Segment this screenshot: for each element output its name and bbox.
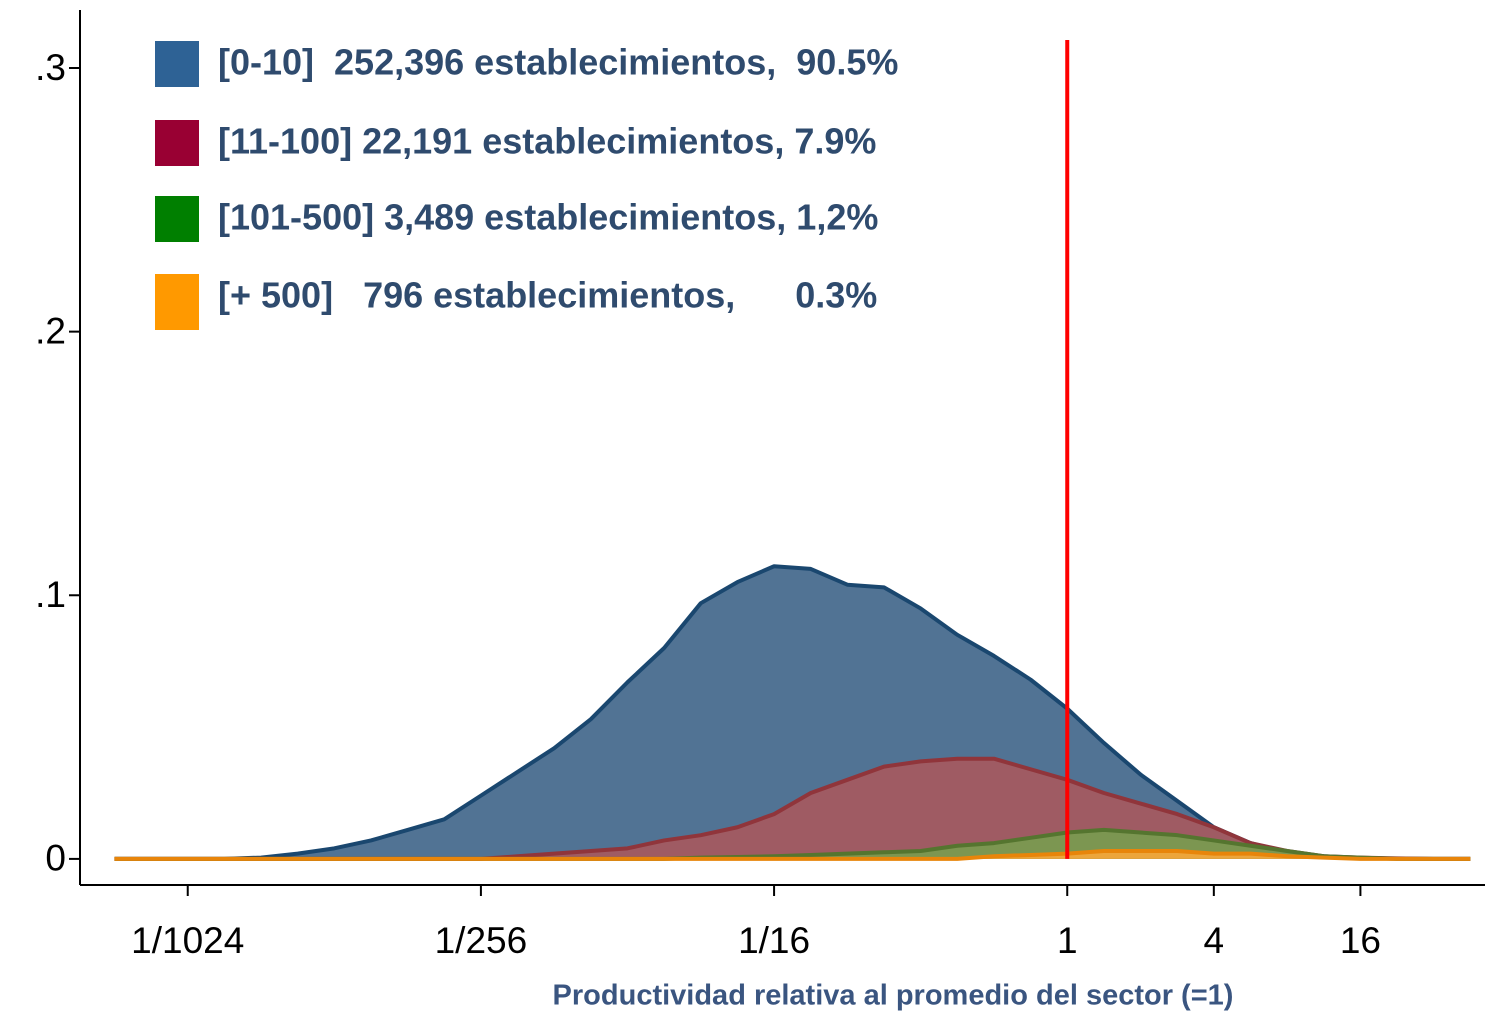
legend-swatch xyxy=(155,120,199,166)
legend-swatch xyxy=(155,41,199,87)
y-tick-label: .1 xyxy=(35,574,66,615)
x-tick-label: 1/1024 xyxy=(131,920,244,961)
x-tick-label: 1/256 xyxy=(435,920,528,961)
legend-label: [11-100] 22,191 establecimientos, 7.9% xyxy=(218,121,876,162)
x-axis-label: Productividad relativa al promedio del s… xyxy=(553,980,1234,1012)
area-outline xyxy=(114,848,1471,861)
legend-label: [101-500] 3,489 establecimientos, 1,2% xyxy=(218,197,878,238)
x-tick-label: 16 xyxy=(1340,920,1381,961)
y-tick-label: .3 xyxy=(35,47,66,88)
legend-swatch xyxy=(155,196,199,242)
legend-label: [0-10] 252,396 establecimientos, 90.5% xyxy=(218,42,898,83)
legend-swatch xyxy=(155,274,199,330)
x-tick-label: 4 xyxy=(1204,920,1225,961)
x-tick-label: 1 xyxy=(1057,920,1078,961)
area xyxy=(114,566,1471,859)
y-tick-label: .2 xyxy=(35,310,66,351)
x-tick-label: 1/16 xyxy=(738,920,810,961)
legend-label: [+ 500] 796 establecimientos, 0.3% xyxy=(218,275,877,316)
y-tick-label: 0 xyxy=(45,838,66,879)
